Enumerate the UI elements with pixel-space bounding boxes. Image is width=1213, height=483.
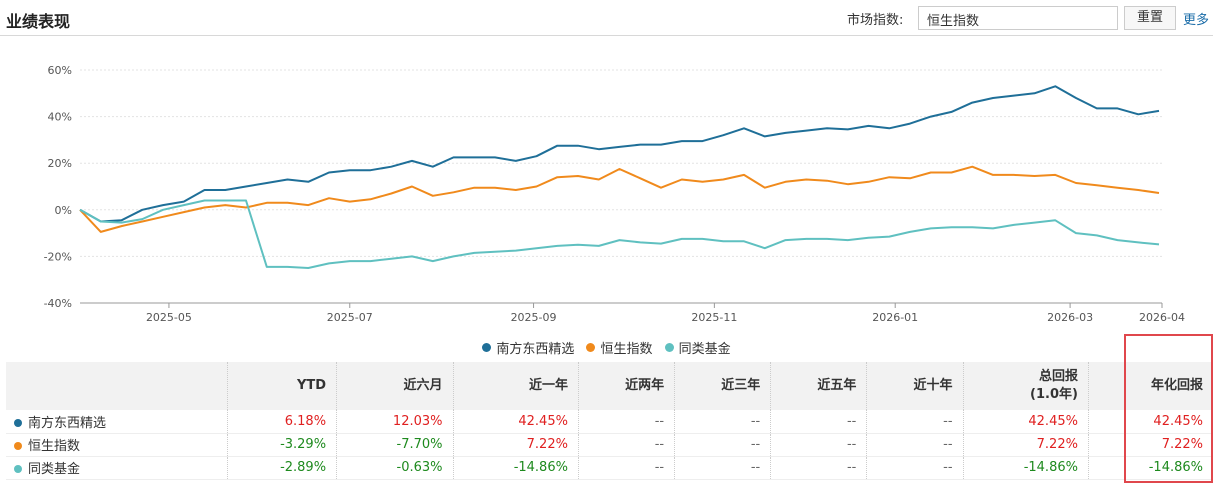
y-tick-label: 60%	[48, 64, 72, 77]
x-tick-label: 2025-05	[146, 311, 192, 324]
performance-line-chart: 60% 40% 20% 0% -20% -40% 2025-05 2025-07 2025-09…	[44, 64, 1185, 324]
column-header: 近十年	[866, 362, 964, 410]
row-name: 南方东西精选	[28, 415, 107, 431]
y-tick-label: -20%	[44, 250, 72, 263]
table-row: 南方东西精选 6.18% 12.03% 42.45% -- -- -- -- 42.45% 42.…	[6, 410, 1213, 434]
x-tick-label: 2025-07	[327, 311, 373, 324]
value-cell: --	[866, 456, 964, 480]
section-header: 业绩表现 市场指数: 恒生指数 重置 更多	[0, 0, 1213, 36]
column-header: 近一年	[453, 362, 579, 410]
market-index-input[interactable]: 恒生指数	[918, 6, 1118, 30]
column-header: 近六月	[336, 362, 454, 410]
series-line-1	[79, 165, 1160, 233]
value-cell: --	[770, 456, 868, 480]
value-cell: --	[866, 433, 964, 457]
series-dot-icon	[14, 418, 22, 427]
legend-dot-icon	[482, 343, 492, 352]
value-cell: --	[578, 410, 676, 434]
column-header: 近三年	[674, 362, 772, 410]
legend-label: 同类基金	[678, 342, 731, 357]
column-header: 年化回报	[1088, 362, 1213, 410]
value-cell: 6.18%	[227, 410, 338, 434]
value-cell: 12.03%	[336, 410, 454, 434]
series-line-0	[79, 85, 1160, 223]
series-dot-icon	[14, 442, 22, 450]
value-cell: -14.86%	[453, 456, 579, 480]
legend-dot-icon	[586, 343, 596, 352]
value-cell: 7.22%	[453, 433, 579, 457]
value-cell: 7.22%	[963, 433, 1089, 457]
y-tick-label: -40%	[44, 297, 72, 310]
value-cell: --	[866, 410, 964, 434]
legend-label: 恒生指数	[600, 342, 653, 357]
value-cell: -14.86%	[963, 456, 1089, 480]
column-header: YTD	[227, 362, 338, 410]
table-row: 同类基金 -2.89% -0.63% -14.86% -- -- -- -- -14.86% -1…	[6, 456, 1213, 480]
value-cell: -3.29%	[227, 433, 338, 457]
value-cell: --	[578, 456, 676, 480]
legend-item-fund[interactable]: 南方东西精选	[482, 338, 574, 357]
value-cell: 42.45%	[1088, 410, 1213, 434]
value-cell: 42.45%	[453, 410, 579, 434]
row-name-cell: 同类基金	[6, 456, 228, 480]
legend-item-index[interactable]: 恒生指数	[586, 338, 653, 357]
reset-button[interactable]: 重置	[1124, 6, 1176, 30]
table-header-row: YTD 近六月 近一年 近两年 近三年 近五年 近十年 总回报 (1.0年) 年…	[6, 362, 1213, 410]
row-name: 恒生指数	[28, 439, 81, 454]
y-tick-label: 20%	[48, 157, 72, 170]
performance-table: YTD 近六月 近一年 近两年 近三年 近五年 近十年 总回报 (1.0年) 年…	[6, 362, 1213, 480]
row-name: 同类基金	[28, 462, 81, 477]
value-cell: --	[770, 433, 868, 457]
row-name-cell: 恒生指数	[6, 433, 228, 457]
x-tick-label: 2026-03	[1047, 311, 1093, 324]
column-header: 总回报 (1.0年)	[963, 362, 1089, 410]
value-cell: --	[674, 410, 772, 434]
value-cell: 7.22%	[1088, 433, 1213, 457]
legend-dot-icon	[664, 343, 674, 352]
y-tick-label: 40%	[48, 111, 72, 124]
annualized-return-highlight-box	[1124, 334, 1213, 483]
value-cell: --	[578, 433, 676, 457]
legend-label: 南方东西精选	[496, 342, 575, 357]
more-link[interactable]: 更多	[1183, 13, 1210, 28]
value-cell: --	[770, 410, 868, 434]
value-cell: 42.45%	[963, 410, 1089, 434]
value-cell: --	[674, 433, 772, 457]
value-cell: -7.70%	[336, 433, 454, 457]
value-cell: -0.63%	[336, 456, 454, 480]
series-line-2	[79, 199, 1160, 269]
value-cell: -2.89%	[227, 456, 338, 480]
y-tick-label: 0%	[55, 204, 72, 217]
value-cell: -14.86%	[1088, 456, 1213, 480]
section-title: 业绩表现	[6, 12, 71, 31]
chart-legend: 南方东西精选 恒生指数 同类基金	[0, 338, 1213, 357]
x-tick-label: 2025-09	[511, 311, 557, 324]
market-index-label: 市场指数:	[847, 13, 904, 28]
x-tick-label: 2026-04	[1139, 311, 1185, 324]
table-row: 恒生指数 -3.29% -7.70% 7.22% -- -- -- -- 7.22% 7.22%	[6, 433, 1213, 457]
column-header	[6, 362, 228, 410]
x-tick-label: 2025-11	[691, 311, 737, 324]
value-cell: --	[674, 456, 772, 480]
column-header: 近五年	[770, 362, 868, 410]
row-name-cell: 南方东西精选	[6, 410, 228, 434]
column-header: 近两年	[578, 362, 676, 410]
x-tick-label: 2026-01	[872, 311, 918, 324]
legend-item-peer[interactable]: 同类基金	[664, 338, 731, 357]
series-dot-icon	[14, 465, 22, 473]
